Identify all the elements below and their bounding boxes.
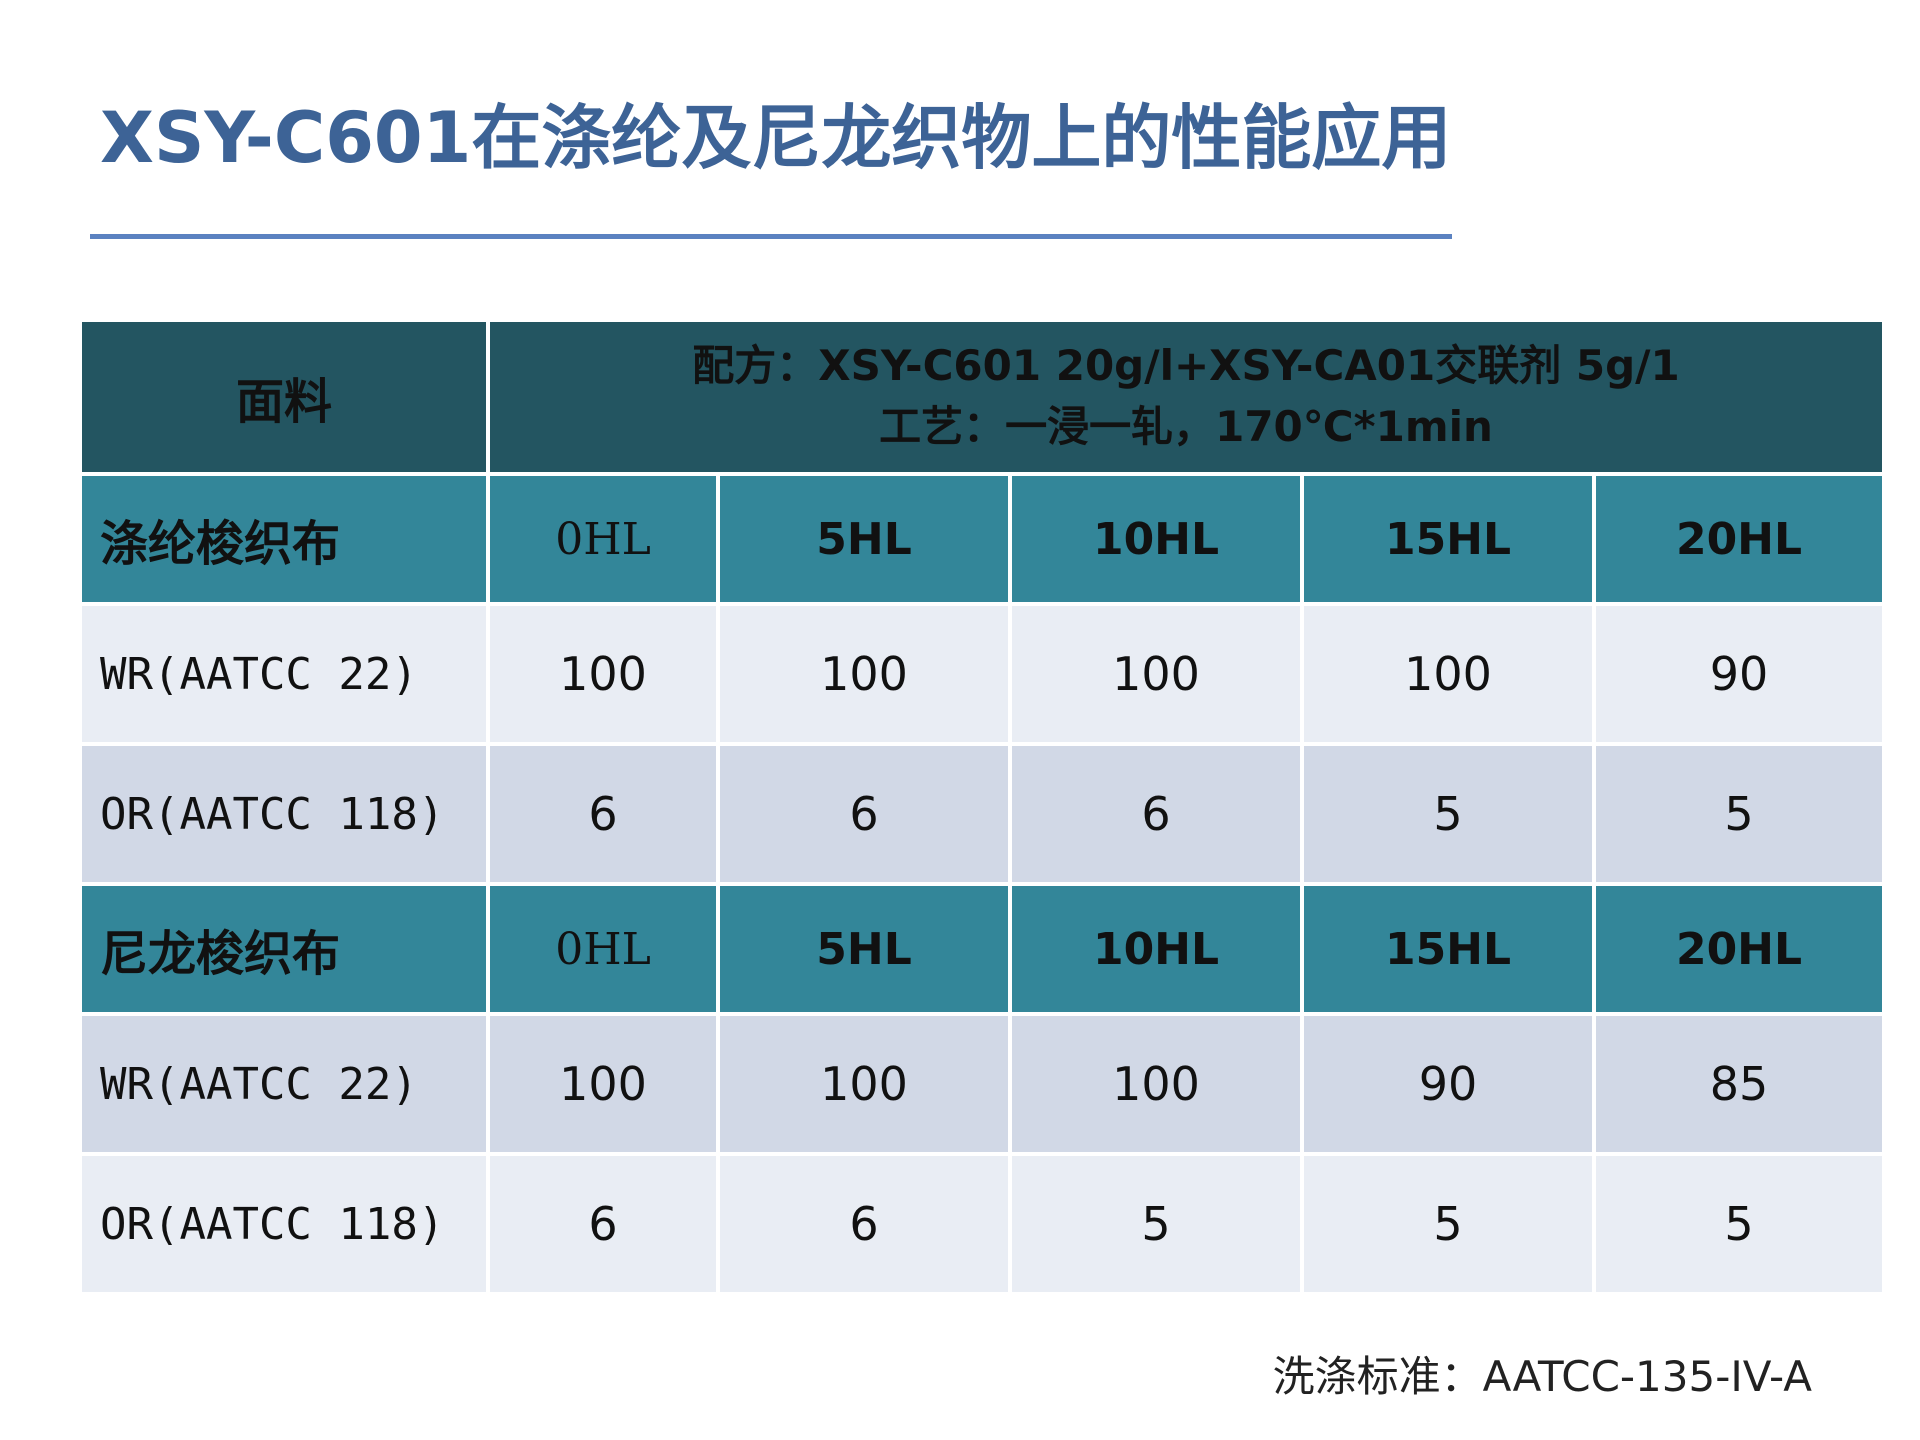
wash-level-header: 15HL xyxy=(1300,472,1596,606)
wash-standard-footnote: 洗涤标准：AATCC-135-IV-A xyxy=(1272,1352,1812,1401)
fabric-column-header: 面料 xyxy=(78,318,490,476)
table-cell: 100 xyxy=(486,1012,720,1156)
fabric-label: 涤纶梭织布 xyxy=(78,472,490,606)
formula-line: 配方：XSY-C601 20g/l+XSY-CA01交联剂 5g/1 xyxy=(692,341,1680,391)
metric-label: WR(AATCC 22) xyxy=(78,1012,490,1156)
wash-level-header: 20HL xyxy=(1591,472,1887,606)
table-row: WR(AATCC 22) 100 100 100 90 85 xyxy=(78,1012,1887,1156)
metric-label: OR(AATCC 118) xyxy=(78,742,490,886)
section-header-row: 尼龙梭织布 0HL 5HL 10HL 15HL 20HL xyxy=(78,882,1887,1016)
table-cell: 5 xyxy=(1591,1152,1887,1296)
metric-label: OR(AATCC 118) xyxy=(78,1152,490,1296)
wash-level-header: 10HL xyxy=(1008,472,1304,606)
table-cell: 85 xyxy=(1591,1012,1887,1156)
wash-level-header: 20HL xyxy=(1591,882,1887,1016)
wash-level-header: 5HL xyxy=(716,472,1012,606)
formula-process-cell: 配方：XSY-C601 20g/l+XSY-CA01交联剂 5g/1 工艺：一浸… xyxy=(485,318,1887,476)
table-cell: 100 xyxy=(1008,602,1304,746)
table-cell: 100 xyxy=(716,1012,1012,1156)
table-cell: 90 xyxy=(1591,602,1887,746)
table-row: OR(AATCC 118) 6 6 5 5 5 xyxy=(78,1152,1887,1296)
wash-level-header: 0HL xyxy=(486,882,720,1016)
wash-level-header: 10HL xyxy=(1008,882,1304,1016)
title-divider xyxy=(90,234,1452,239)
table-row: OR(AATCC 118) 6 6 6 5 5 xyxy=(78,742,1887,886)
table-cell: 6 xyxy=(1008,742,1304,886)
table-cell: 100 xyxy=(486,602,720,746)
wash-level-header: 5HL xyxy=(716,882,1012,1016)
metric-label: WR(AATCC 22) xyxy=(78,602,490,746)
table-cell: 5 xyxy=(1008,1152,1304,1296)
table-cell: 6 xyxy=(716,1152,1012,1296)
table-cell: 100 xyxy=(1008,1012,1304,1156)
table-cell: 5 xyxy=(1300,1152,1596,1296)
table-cell: 5 xyxy=(1591,742,1887,886)
table-cell: 5 xyxy=(1300,742,1596,886)
section-header-row: 涤纶梭织布 0HL 5HL 10HL 15HL 20HL xyxy=(78,472,1887,606)
table-cell: 100 xyxy=(716,602,1012,746)
table-row: WR(AATCC 22) 100 100 100 100 90 xyxy=(78,602,1887,746)
table-header-row: 面料 配方：XSY-C601 20g/l+XSY-CA01交联剂 5g/1 工艺… xyxy=(78,318,1887,476)
fabric-label: 尼龙梭织布 xyxy=(78,882,490,1016)
table-cell: 6 xyxy=(486,742,720,886)
table-cell: 6 xyxy=(716,742,1012,886)
performance-table: 面料 配方：XSY-C601 20g/l+XSY-CA01交联剂 5g/1 工艺… xyxy=(78,318,1887,1296)
table-cell: 90 xyxy=(1300,1012,1596,1156)
process-line: 工艺：一浸一轧，170℃*1min xyxy=(879,402,1493,451)
wash-level-header: 15HL xyxy=(1300,882,1596,1016)
table-cell: 100 xyxy=(1300,602,1596,746)
table-cell: 6 xyxy=(486,1152,720,1296)
wash-level-header: 0HL xyxy=(486,472,720,606)
page-title: XSY-C601在涤纶及尼龙织物上的性能应用 xyxy=(100,97,1452,179)
